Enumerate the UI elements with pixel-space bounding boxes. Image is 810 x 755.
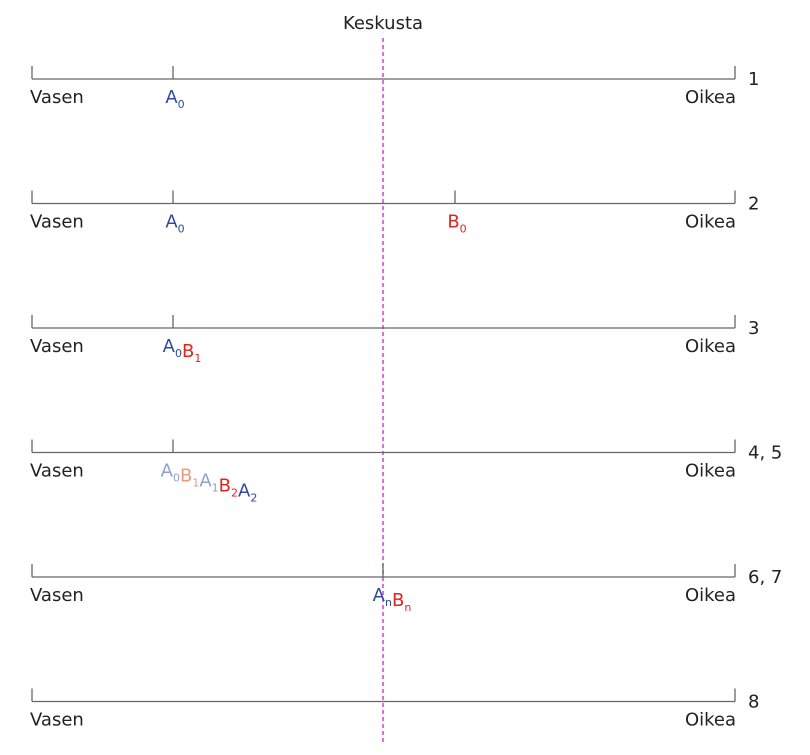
label-letter: B (182, 341, 194, 362)
step-number: 4, 5 (748, 443, 782, 464)
label-letter: A (165, 212, 178, 233)
right-label: Oikea (685, 212, 736, 233)
label-letter: A (161, 461, 174, 482)
label-subscript: 0 (173, 472, 180, 485)
label-subscript: 0 (178, 223, 185, 236)
label-letter: B (180, 466, 192, 487)
label-letter: A (163, 336, 176, 357)
row-1: Vasen Oikea 1 A0 (30, 66, 759, 111)
label-letter: A (373, 585, 386, 606)
firm-labels: AnBn (373, 585, 412, 614)
row-6: Vasen Oikea 8 (30, 688, 759, 731)
firm-labels: A0B1 (163, 336, 202, 365)
right-label: Oikea (685, 710, 736, 731)
label-subscript: n (385, 596, 392, 609)
left-label: Vasen (30, 710, 84, 731)
left-label: Vasen (30, 336, 84, 357)
left-label: Vasen (30, 585, 84, 606)
step-number: 8 (748, 692, 759, 713)
label-letter: B (392, 590, 404, 611)
label-letter: B (219, 476, 231, 497)
label-letter: A (238, 481, 251, 502)
label-subscript: 0 (178, 98, 185, 111)
label-letter: A (165, 87, 178, 108)
firm-labels: A0 (165, 87, 184, 111)
left-label: Vasen (30, 87, 84, 108)
label-subscript: 0 (460, 223, 467, 236)
left-label: Vasen (30, 212, 84, 233)
label-subscript: 1 (212, 482, 219, 495)
left-label: Vasen (30, 461, 84, 482)
label-subscript: 1 (194, 352, 201, 365)
firm-b-label: B0 (447, 212, 466, 236)
label-subscript: 2 (231, 487, 238, 500)
label-subscript: 1 (192, 477, 199, 490)
step-number: 2 (748, 194, 759, 215)
center-label: Keskusta (343, 13, 423, 34)
step-number: 1 (748, 69, 759, 90)
firm-labels: A0 (165, 212, 184, 236)
row-3: Vasen Oikea 3 A0B1 (30, 315, 759, 365)
right-label: Oikea (685, 87, 736, 108)
right-label: Oikea (685, 461, 736, 482)
right-label: Oikea (685, 336, 736, 357)
label-subscript: 0 (175, 347, 182, 360)
step-number: 3 (748, 318, 759, 339)
right-label: Oikea (685, 585, 736, 606)
label-subscript: 2 (250, 492, 257, 505)
step-number: 6, 7 (748, 567, 782, 588)
label-letter: A (199, 471, 212, 492)
label-letter: B (447, 212, 459, 233)
firm-labels: A0B1A1B2A2 (161, 461, 258, 505)
row-5: Vasen Oikea 6, 7 AnBn (30, 564, 782, 614)
label-subscript: n (404, 601, 411, 614)
